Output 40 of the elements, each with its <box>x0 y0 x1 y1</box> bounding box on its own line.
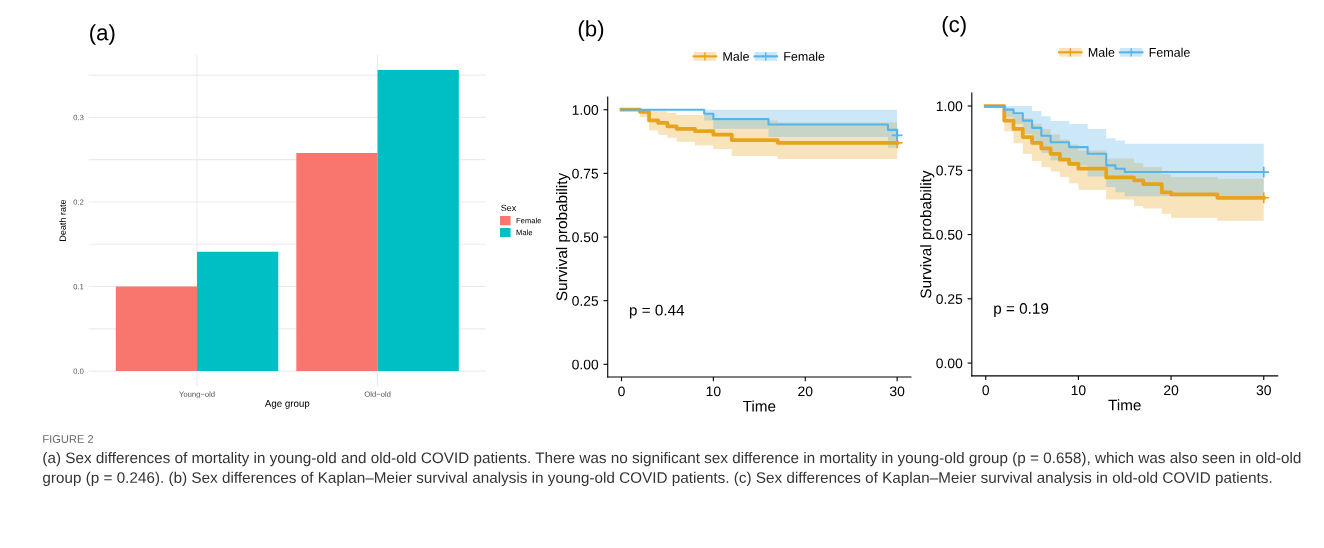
y-tick-label: 0.50 <box>936 229 963 240</box>
bar <box>115 286 198 372</box>
legend-label: Female <box>1149 47 1190 57</box>
annotation: p = 0.44 <box>629 304 685 319</box>
y-tick-label: 0.75 <box>936 165 963 176</box>
y-tick-label: 0.75 <box>572 168 599 179</box>
legend-label: Male <box>723 51 749 61</box>
x-tick-label: 0 <box>982 385 990 396</box>
legend-label: Male <box>1088 47 1115 57</box>
x-tick-label: 20 <box>798 386 813 397</box>
y-tick-label: 0.00 <box>572 359 599 370</box>
y-tick-label: 0.25 <box>572 295 599 306</box>
chart-title: (c) <box>942 15 966 37</box>
x-tick-label: 10 <box>706 386 721 397</box>
x-tick-label: 20 <box>1164 385 1179 396</box>
x-tick-label: 30 <box>1256 385 1271 396</box>
legend-label: Female <box>784 51 825 61</box>
chart-title: (b) <box>578 20 604 41</box>
x-tick-label: 0 <box>618 386 625 397</box>
y-tick-label: 1.00 <box>936 101 963 112</box>
bar <box>377 70 459 372</box>
caption: FIGURE 2 <box>43 435 94 443</box>
legend-title: Sex <box>501 204 517 212</box>
y-tick-label: 1.00 <box>572 105 599 115</box>
bar <box>197 251 279 372</box>
x-tick-label: 10 <box>1071 385 1086 396</box>
annotation: p = 0.19 <box>994 303 1049 317</box>
x-axis-title: Time <box>742 400 776 412</box>
y-axis-title: Death rate <box>59 199 66 241</box>
x-axis-title: Time <box>1108 399 1141 411</box>
text: (a) Sex differences of mortality in young-old and old-old COVID patients. There was no significant sex difference in mortality in young-old group (p = 0.658), which was also seen in old-old group (p = 0.246). (b) Sex differences of Kaplan–Meier survival analysis in young-old COVID patients. (c) Sex differences of Kaplan–Meier survival analysis in old-old COVID patients. <box>43 452 1301 487</box>
y-tick-label: 0.50 <box>572 232 599 243</box>
bar <box>296 152 378 372</box>
y-tick-label: 0.00 <box>936 358 963 369</box>
y-axis-title: Survival probability <box>556 172 571 301</box>
y-tick-label: 0.25 <box>936 294 963 304</box>
y-axis-title: Survival probability <box>920 170 935 298</box>
x-axis-title: Age group <box>264 400 310 409</box>
chart-title: (a) <box>90 24 115 45</box>
x-tick-label: 30 <box>889 386 905 397</box>
